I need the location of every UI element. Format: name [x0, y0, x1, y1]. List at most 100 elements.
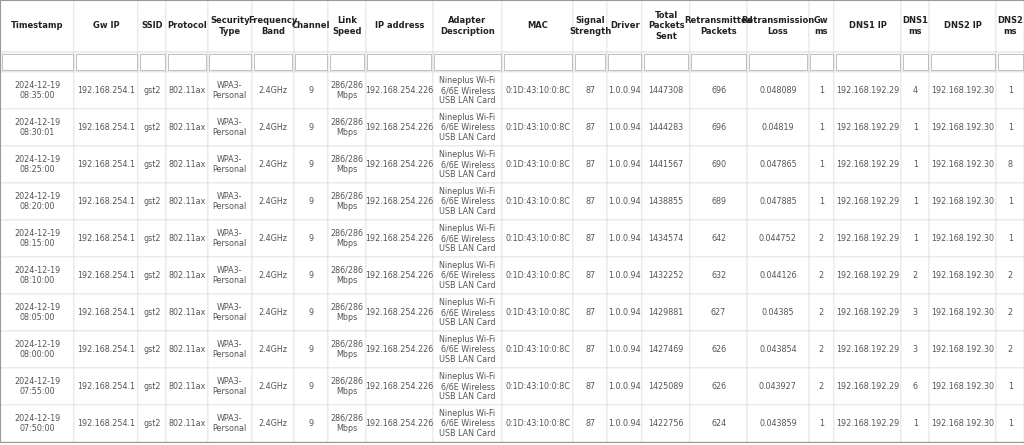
- Bar: [74, 368, 138, 405]
- Bar: [0, 405, 74, 442]
- Text: 0.043927: 0.043927: [759, 382, 797, 391]
- Text: 2024-12-19
08:20:00: 2024-12-19 08:20:00: [14, 192, 60, 211]
- Bar: [74, 109, 138, 146]
- Text: 1429881: 1429881: [648, 308, 684, 317]
- Bar: [573, 294, 607, 331]
- Bar: [607, 109, 642, 146]
- Bar: [996, 294, 1024, 331]
- Text: 9: 9: [308, 86, 313, 95]
- Bar: [573, 109, 607, 146]
- Bar: [366, 294, 433, 331]
- Text: Frequency
Band: Frequency Band: [248, 16, 298, 36]
- Bar: [901, 257, 929, 294]
- Bar: [328, 257, 366, 294]
- Bar: [166, 0, 208, 52]
- Text: 87: 87: [585, 197, 595, 206]
- Bar: [433, 109, 502, 146]
- Bar: [929, 0, 996, 52]
- Bar: [138, 331, 166, 368]
- Bar: [74, 220, 138, 257]
- Text: 1434574: 1434574: [648, 234, 684, 243]
- Text: 802.11ax: 802.11ax: [168, 308, 206, 317]
- Bar: [901, 183, 929, 220]
- Bar: [166, 257, 208, 294]
- Bar: [748, 220, 809, 257]
- Bar: [809, 183, 835, 220]
- Bar: [0, 331, 74, 368]
- Bar: [996, 368, 1024, 405]
- Bar: [929, 72, 996, 109]
- Bar: [996, 405, 1024, 442]
- Text: 2.4GHz: 2.4GHz: [258, 197, 288, 206]
- Text: Channel: Channel: [292, 21, 330, 31]
- Text: WPA3-
Personal: WPA3- Personal: [213, 414, 247, 433]
- Text: 192.168.254.1: 192.168.254.1: [77, 345, 135, 354]
- Text: 0:1D:43:10:0:8C: 0:1D:43:10:0:8C: [505, 123, 570, 132]
- Bar: [835, 331, 901, 368]
- Text: Security
Type: Security Type: [210, 16, 250, 36]
- Bar: [0, 0, 74, 52]
- Text: 632: 632: [711, 271, 726, 280]
- Bar: [810, 54, 833, 70]
- Bar: [502, 368, 573, 405]
- Text: 2.4GHz: 2.4GHz: [258, 160, 288, 169]
- Text: 192.168.254.1: 192.168.254.1: [77, 382, 135, 391]
- Bar: [433, 331, 502, 368]
- Bar: [691, 54, 745, 70]
- Text: 9: 9: [308, 382, 313, 391]
- Bar: [294, 109, 328, 146]
- Text: 2024-12-19
07:50:00: 2024-12-19 07:50:00: [14, 414, 60, 433]
- Bar: [252, 0, 294, 52]
- Bar: [366, 331, 433, 368]
- Text: 1425089: 1425089: [648, 382, 684, 391]
- Bar: [573, 0, 607, 52]
- Bar: [690, 52, 748, 72]
- Text: 2024-12-19
08:30:01: 2024-12-19 08:30:01: [14, 118, 60, 137]
- Text: Nineplus Wi-Fi
6/6E Wireless
USB LAN Card: Nineplus Wi-Fi 6/6E Wireless USB LAN Car…: [439, 409, 496, 438]
- Bar: [366, 109, 433, 146]
- Bar: [996, 109, 1024, 146]
- Text: 9: 9: [308, 123, 313, 132]
- Bar: [254, 54, 292, 70]
- Bar: [901, 368, 929, 405]
- Text: 689: 689: [711, 197, 726, 206]
- Bar: [328, 183, 366, 220]
- Text: 192.168.192.30: 192.168.192.30: [931, 86, 994, 95]
- Text: 192.168.192.29: 192.168.192.29: [837, 271, 899, 280]
- Bar: [330, 54, 365, 70]
- Bar: [502, 146, 573, 183]
- Text: 192.168.254.1: 192.168.254.1: [77, 271, 135, 280]
- Text: DNS1
ms: DNS1 ms: [902, 16, 928, 36]
- Bar: [901, 72, 929, 109]
- Bar: [208, 146, 252, 183]
- Bar: [997, 54, 1023, 70]
- Bar: [433, 220, 502, 257]
- Text: 0:1D:43:10:0:8C: 0:1D:43:10:0:8C: [505, 382, 570, 391]
- Text: gst2: gst2: [143, 234, 161, 243]
- Bar: [996, 52, 1024, 72]
- Bar: [901, 52, 929, 72]
- Text: 1.0.0.94: 1.0.0.94: [608, 308, 641, 317]
- Text: 1: 1: [819, 419, 824, 428]
- Bar: [642, 405, 690, 442]
- Bar: [748, 109, 809, 146]
- Bar: [607, 294, 642, 331]
- Text: 1: 1: [912, 160, 918, 169]
- Text: 192.168.254.226: 192.168.254.226: [366, 123, 433, 132]
- Bar: [573, 52, 607, 72]
- Bar: [642, 72, 690, 109]
- Bar: [294, 146, 328, 183]
- Text: Nineplus Wi-Fi
6/6E Wireless
USB LAN Card: Nineplus Wi-Fi 6/6E Wireless USB LAN Car…: [439, 113, 496, 142]
- Bar: [996, 331, 1024, 368]
- Text: gst2: gst2: [143, 197, 161, 206]
- Bar: [74, 146, 138, 183]
- Text: 1447308: 1447308: [648, 86, 684, 95]
- Bar: [607, 368, 642, 405]
- Text: 286/286
Mbps: 286/286 Mbps: [331, 340, 364, 359]
- Bar: [166, 405, 208, 442]
- Bar: [294, 368, 328, 405]
- Bar: [502, 294, 573, 331]
- Bar: [809, 220, 835, 257]
- Bar: [690, 183, 748, 220]
- Text: 802.11ax: 802.11ax: [168, 345, 206, 354]
